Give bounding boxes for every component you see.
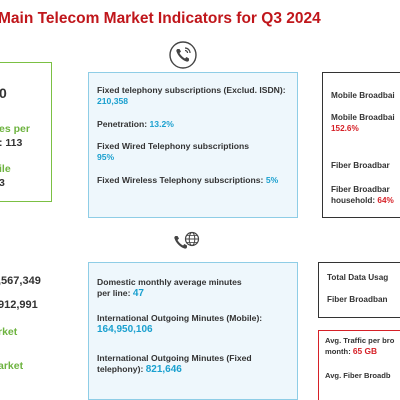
fixed-wired-subscriptions: Fixed Wired Telephony subscriptions 95% (97, 141, 250, 162)
left-top-box: 0 es per : 113 ile 3 (0, 62, 52, 202)
minutes-box: Domestic monthly average minutes per lin… (88, 262, 298, 400)
intl-minutes-fixed: International Outgoing Minutes (Fixed te… (97, 353, 252, 375)
domestic-minutes: Domestic monthly average minutes per lin… (97, 277, 242, 299)
mobile-broadband-label: Mobile Broadbai (331, 91, 395, 100)
left-top-line4: ile (0, 163, 11, 175)
intl-minutes-mobile: International Outgoing Minutes (Mobile):… (97, 313, 263, 335)
fixed-telephony-penetration: Penetration: 13.2% (97, 119, 174, 129)
left-bottom-line4: arket (0, 360, 24, 372)
mobile-broadband-penetration: Mobile Broadbai 152.6% (331, 113, 395, 133)
left-top-line2: es per (0, 123, 30, 135)
fiber-broadband-label: Fiber Broadbar (331, 161, 390, 170)
fixed-wireless-subscriptions: Fixed Wireless Telephony subscriptions: … (97, 175, 279, 185)
left-top-line3: : 113 (0, 137, 23, 149)
traffic-box: Avg. Traffic per bro month: 65 GB Avg. F… (318, 330, 400, 400)
fiber-broadband-household: Fiber Broadbar household: 64% (331, 185, 394, 205)
broadband-box: Mobile Broadbai Mobile Broadbai 152.6% Fi… (322, 72, 400, 218)
avg-fiber-traffic-label: Avg. Fiber Broadb (325, 371, 391, 380)
avg-traffic: Avg. Traffic per bro month: 65 GB (325, 336, 395, 356)
globe-phone-icon (174, 231, 200, 249)
data-usage-box: Total Data Usag Fiber Broadban (318, 262, 400, 318)
left-bottom-line3: rket (0, 326, 18, 338)
left-bottom-line2: 912,991 (0, 299, 38, 311)
fixed-telephony-subscriptions: Fixed telephony subscriptions (Exclud. I… (97, 85, 286, 106)
left-top-line1: 0 (0, 85, 7, 101)
fixed-telephony-box: Fixed telephony subscriptions (Exclud. I… (88, 72, 298, 218)
left-bottom-line1: ,567,349 (0, 275, 41, 287)
total-data-usage-label: Total Data Usag (327, 273, 389, 282)
phone-icon (169, 41, 197, 69)
fiber-broadband-usage-label: Fiber Broadban (327, 295, 388, 304)
left-bottom-box: ,567,349 912,991 rket arket (0, 248, 52, 400)
left-top-line5: 3 (0, 177, 5, 189)
page-title: Main Telecom Market Indicators for Q3 20… (0, 10, 321, 27)
